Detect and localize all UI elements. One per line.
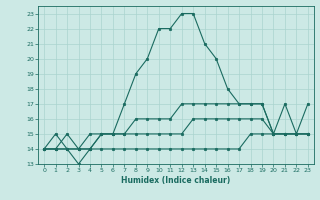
X-axis label: Humidex (Indice chaleur): Humidex (Indice chaleur)	[121, 176, 231, 185]
